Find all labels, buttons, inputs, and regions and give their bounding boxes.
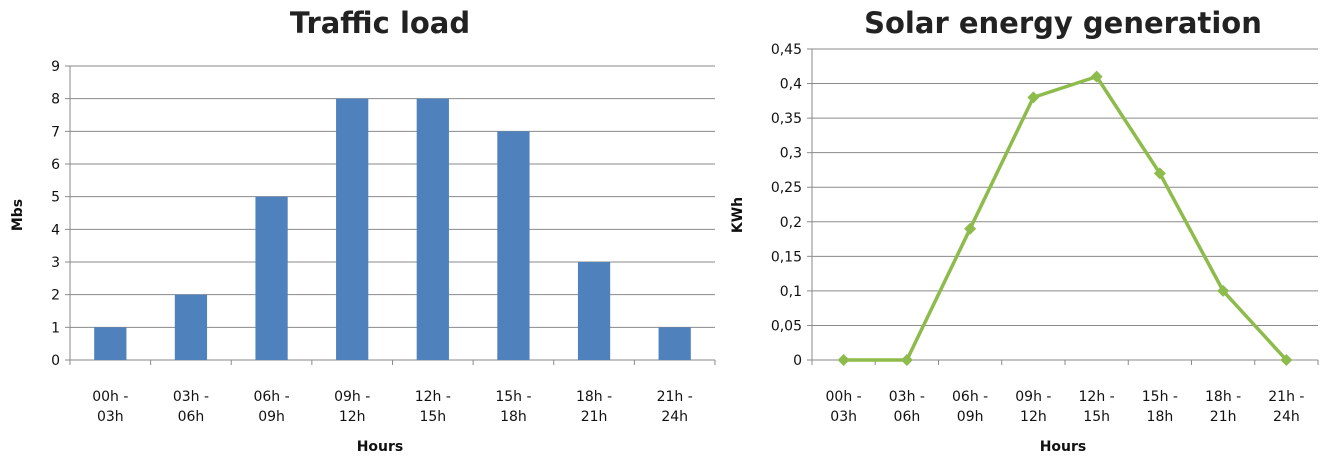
traffic-x-tick-label: 00h -: [92, 389, 128, 405]
solar-x-tick-label: 15h -: [1142, 389, 1178, 405]
solar-data-point: [1027, 91, 1040, 104]
traffic-y-tick-label: 8: [51, 92, 60, 108]
traffic-x-tick-label: 03h -: [173, 389, 209, 405]
solar-y-tick-label: 0,1: [780, 284, 802, 300]
traffic-x-tick-label: 18h: [500, 409, 527, 425]
solar-x-tick-label: 03h -: [889, 389, 925, 405]
traffic-gridlines: [65, 65, 716, 365]
solar-x-tick-label: 15h: [1083, 409, 1110, 425]
traffic-x-tick-label: 15h -: [495, 389, 531, 405]
solar-x-tick-label: 06h -: [952, 389, 988, 405]
traffic-bar: [658, 327, 691, 360]
solar-line-series: [837, 70, 1293, 366]
solar-x-tick-label: 09h: [957, 409, 984, 425]
solar-x-tick-label: 18h: [1147, 409, 1174, 425]
traffic-y-tick-label: 2: [51, 288, 60, 304]
traffic-x-tick-label: 09h -: [334, 389, 370, 405]
traffic-bar: [174, 294, 208, 360]
traffic-x-tick-label: 03h: [97, 409, 124, 425]
traffic-bar: [255, 196, 288, 360]
solar-x-tick-label: 09h -: [1015, 389, 1051, 405]
traffic-y-tick-label: 5: [51, 190, 60, 206]
solar-x-tick-label: 03h: [830, 409, 857, 425]
solar-x-tick-label: 21h: [1210, 409, 1237, 425]
solar-data-point: [900, 354, 913, 366]
traffic-bar: [94, 327, 127, 360]
solar-y-axis-title: KWh: [730, 197, 746, 233]
traffic-x-axis-title: Hours: [357, 439, 404, 455]
traffic-y-tick-label: 1: [51, 320, 60, 336]
traffic-bar: [577, 262, 611, 360]
traffic-bar: [497, 131, 530, 360]
traffic-x-tick-label: 09h: [258, 409, 285, 425]
traffic-x-tick-label: 21h: [581, 409, 608, 425]
solar-x-tick-label: 06h: [894, 409, 921, 425]
traffic-y-tick-label: 0: [51, 353, 60, 369]
solar-x-tick-label: 24h: [1273, 409, 1300, 425]
traffic-bar: [336, 98, 369, 361]
solar-chart-title: Solar energy generation: [864, 6, 1262, 40]
traffic-bars: [94, 98, 691, 361]
solar-data-point: [837, 354, 850, 366]
traffic-x-tick-label: 15h: [419, 409, 446, 425]
traffic-y-tick-label: 6: [51, 157, 60, 173]
solar-y-tick-labels: 0 0,05 0,1 0,15 0,2 0,25 0,3 0,35 0,4 0,45: [771, 42, 802, 369]
traffic-x-tick-label: 18h -: [576, 389, 612, 405]
traffic-chart-title: Traffic load: [290, 6, 470, 40]
traffic-y-tick-label: 3: [51, 255, 60, 271]
traffic-x-tick-label: 21h -: [657, 389, 693, 405]
traffic-x-tick-labels: 00h - 03h 03h - 06h 06h - 09h 09h - 12h 12h - 15h…: [92, 389, 693, 425]
solar-x-tick-label: 12h: [1020, 409, 1047, 425]
traffic-x-tick-label: 24h: [661, 409, 688, 425]
solar-y-tick-label: 0,3: [780, 146, 802, 162]
solar-y-tick-label: 0,2: [780, 215, 802, 231]
solar-y-tick-label: 0,25: [771, 180, 802, 196]
traffic-y-tick-label: 9: [51, 59, 60, 75]
solar-data-point: [1153, 167, 1166, 180]
solar-gridlines: [807, 48, 1319, 365]
traffic-y-axis-title: Mbs: [10, 199, 26, 231]
solar-data-point: [964, 222, 977, 235]
solar-y-tick-label: 0,15: [771, 249, 802, 265]
traffic-x-tick-label: 06h: [178, 409, 205, 425]
solar-x-tick-label: 18h -: [1205, 389, 1241, 405]
solar-x-tick-label: 12h -: [1079, 389, 1115, 405]
solar-y-tick-label: 0,05: [771, 318, 802, 334]
solar-y-tick-label: 0,35: [771, 111, 802, 127]
solar-x-axis-title: Hours: [1040, 439, 1087, 455]
solar-energy-chart: Solar energy generation KWh Hours 00,050…: [730, 6, 1319, 455]
solar-data-point: [1090, 70, 1103, 83]
traffic-y-tick-labels: 0 1 2 3 4 5 6 7 8 9: [51, 59, 60, 369]
traffic-x-tick-label: 06h -: [253, 389, 289, 405]
solar-data-point: [1217, 284, 1230, 297]
solar-x-tick-labels: 00h - 03h 03h - 06h 06h - 09h 09h - 12h 12h - 15h…: [826, 389, 1305, 425]
solar-y-tick-label: 0,45: [771, 42, 802, 58]
solar-series-line: [843, 74, 1288, 362]
traffic-y-tick-label: 7: [51, 124, 60, 140]
solar-x-tick-label: 00h -: [826, 389, 862, 405]
traffic-bar: [416, 98, 449, 361]
solar-x-tick-label: 21h -: [1268, 389, 1304, 405]
solar-data-point: [1280, 354, 1293, 366]
traffic-y-tick-label: 4: [51, 222, 60, 238]
solar-y-tick-label: 0,4: [780, 77, 802, 93]
traffic-x-tick-label: 12h: [339, 409, 366, 425]
solar-y-tick-label: 0: [793, 353, 802, 369]
traffic-x-tick-label: 12h -: [415, 389, 451, 405]
